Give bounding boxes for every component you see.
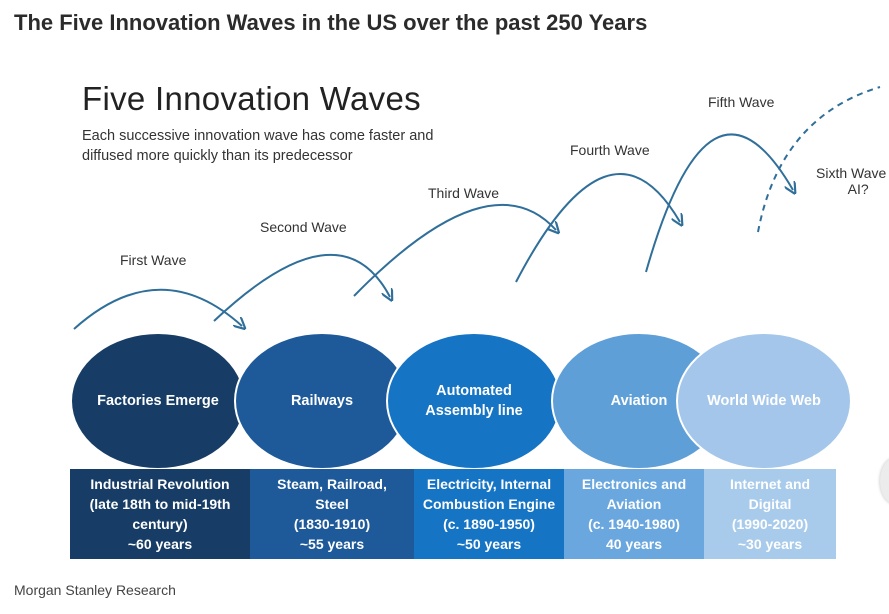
sixth-wave-arrow — [757, 86, 881, 233]
stage-circle-label: Factories Emerge — [97, 393, 219, 409]
stage-box-text: Internet and Digital (1990-2020) ~30 yea… — [729, 476, 811, 552]
wave-label-sixth: Sixth Wave AI? — [816, 165, 886, 197]
wave-label-second: Second Wave — [260, 219, 347, 235]
stage-circle-www: World Wide Web — [676, 332, 852, 470]
second-wave-arrow — [213, 253, 390, 322]
wave-label-sixth-text: Sixth Wave — [816, 165, 887, 181]
stage-circle-label: Railways — [290, 393, 354, 409]
first-wave-arrow — [73, 288, 242, 329]
stage-box-text: Electronics and Aviation (c. 1940-1980) … — [581, 476, 687, 552]
stage-box-text: Electricity, Internal Combustion Engine … — [422, 476, 556, 552]
wave-label-sixth-sublabel: AI? — [847, 181, 869, 197]
stage-box-steam-railroad: Steam, Railroad, Steel (1830-1910) ~55 y… — [250, 469, 414, 559]
stage-circle-railways: Railways — [234, 332, 410, 470]
stage-box-text: Industrial Revolution (late 18th to mid-… — [89, 476, 231, 552]
fourth-wave-arrow — [515, 173, 680, 283]
wave-arrows — [73, 86, 881, 568]
stage-circle-factories: Factories Emerge — [70, 332, 246, 470]
fifth-wave-arrow — [645, 133, 793, 273]
page-title: The Five Innovation Waves in the US over… — [14, 10, 648, 35]
stage-circle-label: Aviation — [610, 393, 668, 409]
stage-circle-assembly: Automated Assembly line — [386, 332, 562, 470]
stage-box-text: Steam, Railroad, Steel (1830-1910) ~55 y… — [277, 476, 387, 552]
wave-label-fifth: Fifth Wave — [708, 94, 775, 110]
innovation-waves-graphic: Five Innovation Waves Each successive in… — [70, 62, 889, 568]
wave-label-third: Third Wave — [428, 185, 500, 201]
stage-circle-label: Automated Assembly line — [425, 383, 523, 419]
stage-box-internet-digital: Internet and Digital (1990-2020) ~30 yea… — [704, 469, 836, 559]
source-credit: Morgan Stanley Research — [14, 582, 176, 598]
stage-circle-label: World Wide Web — [707, 393, 821, 409]
graphic-heading: Five Innovation Waves — [82, 80, 421, 117]
wave-label-first: First Wave — [120, 252, 187, 268]
third-wave-arrow — [353, 203, 556, 297]
stage-box-industrial-revolution: Industrial Revolution (late 18th to mid-… — [70, 469, 250, 559]
stage-box-electricity: Electricity, Internal Combustion Engine … — [414, 469, 564, 559]
carousel-next-button[interactable] — [880, 458, 889, 504]
stage-box-electronics-aviation: Electronics and Aviation (c. 1940-1980) … — [564, 469, 704, 559]
wave-label-fourth: Fourth Wave — [570, 142, 650, 158]
graphic-subtitle: Each successive innovation wave has come… — [82, 128, 434, 164]
